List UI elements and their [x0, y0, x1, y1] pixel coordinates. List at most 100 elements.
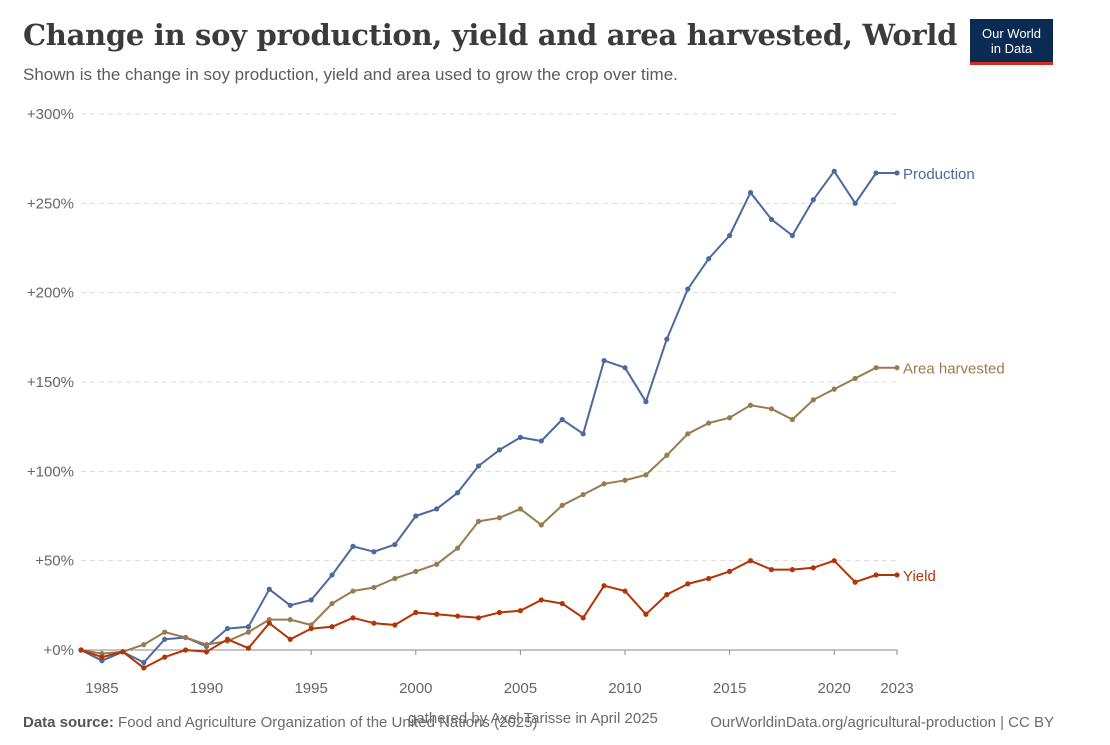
data-point-yield[interactable] [162, 654, 168, 660]
data-point-production[interactable] [413, 513, 419, 519]
data-point-area-harvested[interactable] [141, 642, 147, 648]
data-point-area-harvested[interactable] [266, 617, 272, 623]
series-label-yield[interactable]: Yield [903, 568, 936, 585]
data-point-area-harvested[interactable] [475, 518, 482, 524]
data-point-yield[interactable] [99, 654, 105, 660]
data-point-production[interactable] [329, 572, 335, 578]
data-point-yield[interactable] [203, 649, 210, 655]
data-point-area-harvested[interactable] [727, 415, 733, 421]
data-point-yield[interactable] [245, 645, 251, 651]
data-point-area-harvested[interactable] [664, 452, 670, 458]
data-point-yield[interactable] [538, 597, 544, 603]
data-point-area-harvested[interactable] [517, 506, 523, 512]
data-point-production[interactable] [496, 447, 503, 453]
data-point-production[interactable] [580, 431, 586, 437]
data-point-area-harvested[interactable] [308, 622, 314, 628]
data-point-area-harvested[interactable] [894, 365, 900, 371]
data-point-yield[interactable] [831, 558, 837, 564]
data-point-production[interactable] [727, 232, 733, 239]
data-point-area-harvested[interactable] [852, 375, 858, 382]
data-point-yield[interactable] [894, 572, 900, 578]
data-point-yield[interactable] [266, 620, 272, 626]
data-point-production[interactable] [287, 602, 293, 608]
data-point-yield[interactable] [183, 647, 189, 653]
data-point-production[interactable] [99, 658, 105, 664]
data-point-production[interactable] [664, 336, 670, 342]
data-point-yield[interactable] [601, 583, 607, 589]
data-point-area-harvested[interactable] [392, 575, 398, 582]
data-point-yield[interactable] [789, 567, 795, 573]
data-point-area-harvested[interactable] [789, 416, 795, 423]
data-point-yield[interactable] [517, 608, 523, 614]
data-point-yield[interactable] [141, 665, 147, 671]
data-point-production[interactable] [559, 416, 565, 423]
data-point-production[interactable] [308, 597, 314, 603]
data-point-area-harvested[interactable] [350, 588, 356, 594]
data-point-area-harvested[interactable] [768, 406, 775, 412]
data-point-production[interactable] [747, 190, 754, 196]
data-point-yield[interactable] [308, 625, 314, 632]
data-point-production[interactable] [434, 506, 440, 512]
data-point-area-harvested[interactable] [245, 629, 251, 635]
data-point-yield[interactable] [224, 636, 231, 642]
data-point-yield[interactable] [810, 565, 816, 571]
source-url[interactable]: OurWorldinData.org/agricultural-producti… [710, 714, 1054, 731]
data-point-yield[interactable] [329, 624, 335, 630]
data-point-production[interactable] [768, 216, 775, 223]
data-point-production[interactable] [538, 438, 544, 444]
data-source-text[interactable]: Food and Agriculture Organization of the… [118, 714, 538, 731]
data-point-yield[interactable] [580, 615, 586, 621]
data-point-area-harvested[interactable] [455, 545, 461, 551]
data-point-area-harvested[interactable] [643, 472, 649, 478]
data-point-production[interactable] [852, 200, 858, 206]
data-point-yield[interactable] [643, 611, 649, 617]
data-point-production[interactable] [810, 197, 816, 203]
data-point-production[interactable] [517, 434, 523, 440]
series-line-area-harvested[interactable] [80, 366, 897, 655]
data-point-area-harvested[interactable] [706, 420, 712, 426]
data-point-production[interactable] [873, 170, 879, 176]
data-point-yield[interactable] [475, 615, 482, 621]
data-point-production[interactable] [266, 586, 272, 592]
series-line-yield[interactable] [80, 559, 897, 669]
data-point-yield[interactable] [496, 609, 503, 616]
data-point-area-harvested[interactable] [685, 431, 691, 437]
data-point-area-harvested[interactable] [831, 386, 837, 392]
data-point-production[interactable] [622, 365, 628, 371]
data-point-yield[interactable] [350, 615, 356, 621]
data-point-area-harvested[interactable] [601, 481, 607, 487]
data-point-yield[interactable] [559, 600, 565, 607]
data-point-production[interactable] [162, 636, 168, 642]
data-point-production[interactable] [475, 463, 482, 469]
data-point-area-harvested[interactable] [183, 634, 189, 641]
data-point-production[interactable] [706, 256, 712, 262]
data-point-production[interactable] [392, 541, 398, 548]
data-point-area-harvested[interactable] [559, 502, 565, 508]
data-point-yield[interactable] [78, 647, 84, 653]
data-point-yield[interactable] [287, 636, 293, 642]
data-point-area-harvested[interactable] [538, 522, 544, 528]
data-point-yield[interactable] [727, 568, 733, 574]
data-point-production[interactable] [371, 549, 377, 555]
data-point-production[interactable] [245, 624, 251, 630]
data-point-yield[interactable] [685, 581, 691, 587]
data-point-production[interactable] [141, 659, 147, 666]
data-point-area-harvested[interactable] [371, 584, 377, 591]
data-point-yield[interactable] [873, 572, 879, 578]
data-point-yield[interactable] [747, 558, 754, 564]
data-point-production[interactable] [685, 286, 691, 292]
data-point-area-harvested[interactable] [810, 397, 816, 403]
owid-logo[interactable]: Our World in Data [970, 19, 1053, 65]
data-point-yield[interactable] [371, 620, 377, 626]
data-point-area-harvested[interactable] [287, 617, 293, 623]
data-point-area-harvested[interactable] [496, 515, 503, 521]
data-point-yield[interactable] [413, 609, 419, 616]
data-point-production[interactable] [224, 625, 231, 632]
data-point-yield[interactable] [768, 567, 775, 573]
data-point-yield[interactable] [392, 622, 398, 628]
data-point-yield[interactable] [852, 579, 858, 585]
data-point-area-harvested[interactable] [747, 402, 754, 408]
data-point-area-harvested[interactable] [873, 365, 879, 371]
data-point-yield[interactable] [622, 588, 628, 594]
data-point-production[interactable] [894, 170, 900, 176]
